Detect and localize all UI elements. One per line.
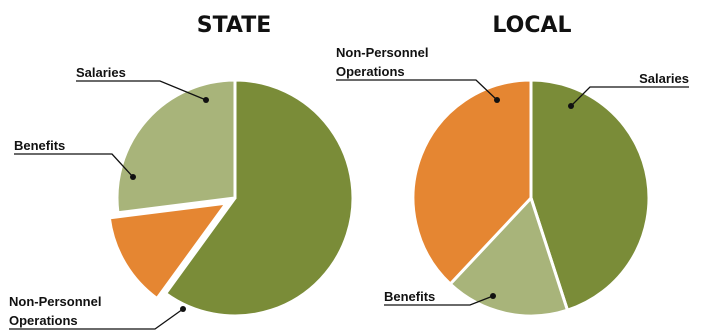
local-pie (411, 78, 651, 318)
state-leader-dot-nonpersonnel (180, 306, 186, 312)
state-leader-dot-salaries (203, 97, 209, 103)
local-label-nonpersonnel-1: Non-Personnel (336, 45, 428, 60)
local-leader-salaries (570, 86, 689, 107)
state-pie (107, 78, 355, 318)
local-label-salaries: Salaries (639, 71, 689, 86)
state-chart-title: STATE (197, 13, 272, 38)
state-label-salaries: Salaries (76, 65, 126, 80)
state-label-nonpersonnel-1: Non-Personnel (9, 294, 101, 309)
state-label-nonpersonnel-2: Operations (9, 313, 78, 328)
state-leader-salaries (76, 80, 207, 101)
local-leader-benefits (384, 295, 494, 306)
local-slice-non-personnel-operations (411, 78, 533, 286)
local-leader-nonpersonnel (336, 79, 498, 101)
local-label-nonpersonnel-2: Operations (336, 64, 405, 79)
state-slice-non-personnel-operations (107, 201, 228, 301)
state-label-benefits: Benefits (14, 138, 65, 153)
local-label-benefits: Benefits (384, 289, 435, 304)
state-leader-dot-benefits (130, 174, 136, 180)
state-leader-nonpersonnel (9, 308, 184, 330)
state-leader-benefits (14, 153, 134, 178)
state-slice-benefits (115, 78, 237, 215)
local-slice-salaries (529, 78, 651, 312)
local-leader-dot-salaries (568, 103, 574, 109)
local-slice-benefits (448, 196, 569, 318)
state-slice-salaries (164, 78, 355, 318)
local-leader-dot-benefits (490, 293, 496, 299)
local-leader-dot-nonpersonnel (494, 97, 500, 103)
local-chart-title: LOCAL (492, 13, 571, 38)
